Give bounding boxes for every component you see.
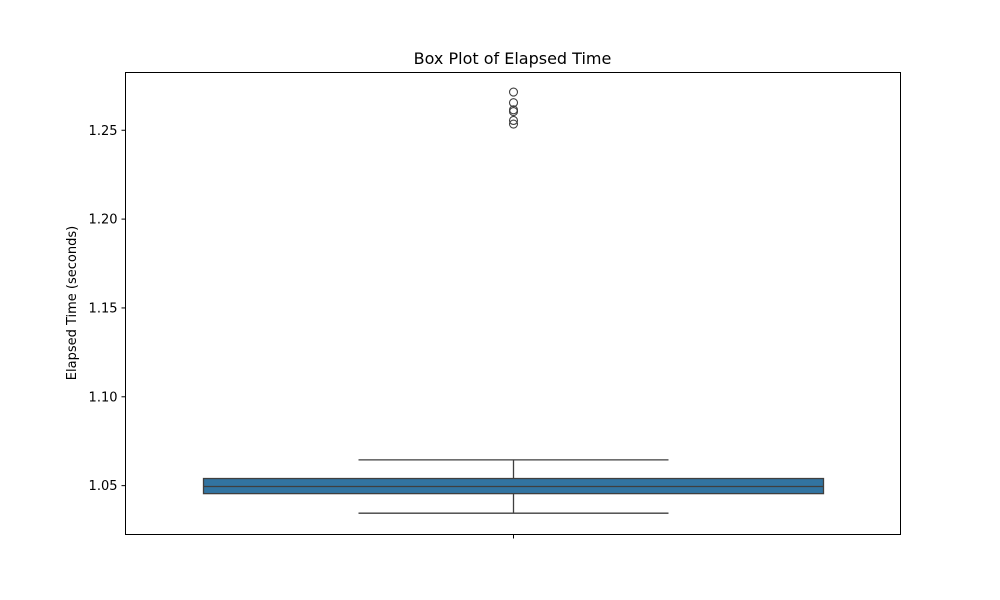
y-tick-label: 1.20 [89,213,118,228]
y-tick-label: 1.05 [89,479,118,494]
outlier-point [508,87,519,97]
y-tick-label: 1.10 [89,390,118,405]
outlier-point [508,119,519,129]
outlier-point [508,115,519,126]
y-axis-ticks: 1.05 1.10 1.15 1.20 1.25 [89,124,126,494]
plot-area-frame [125,72,901,535]
y-axis-label: Elapsed Time (seconds) [65,226,80,380]
box-plot [202,87,825,514]
outlier-point [508,107,519,117]
y-tick-label: 1.15 [89,301,118,316]
chart-title: Box Plot of Elapsed Time [414,49,612,68]
outlier-point [508,98,519,108]
y-tick-label: 1.25 [89,124,118,139]
